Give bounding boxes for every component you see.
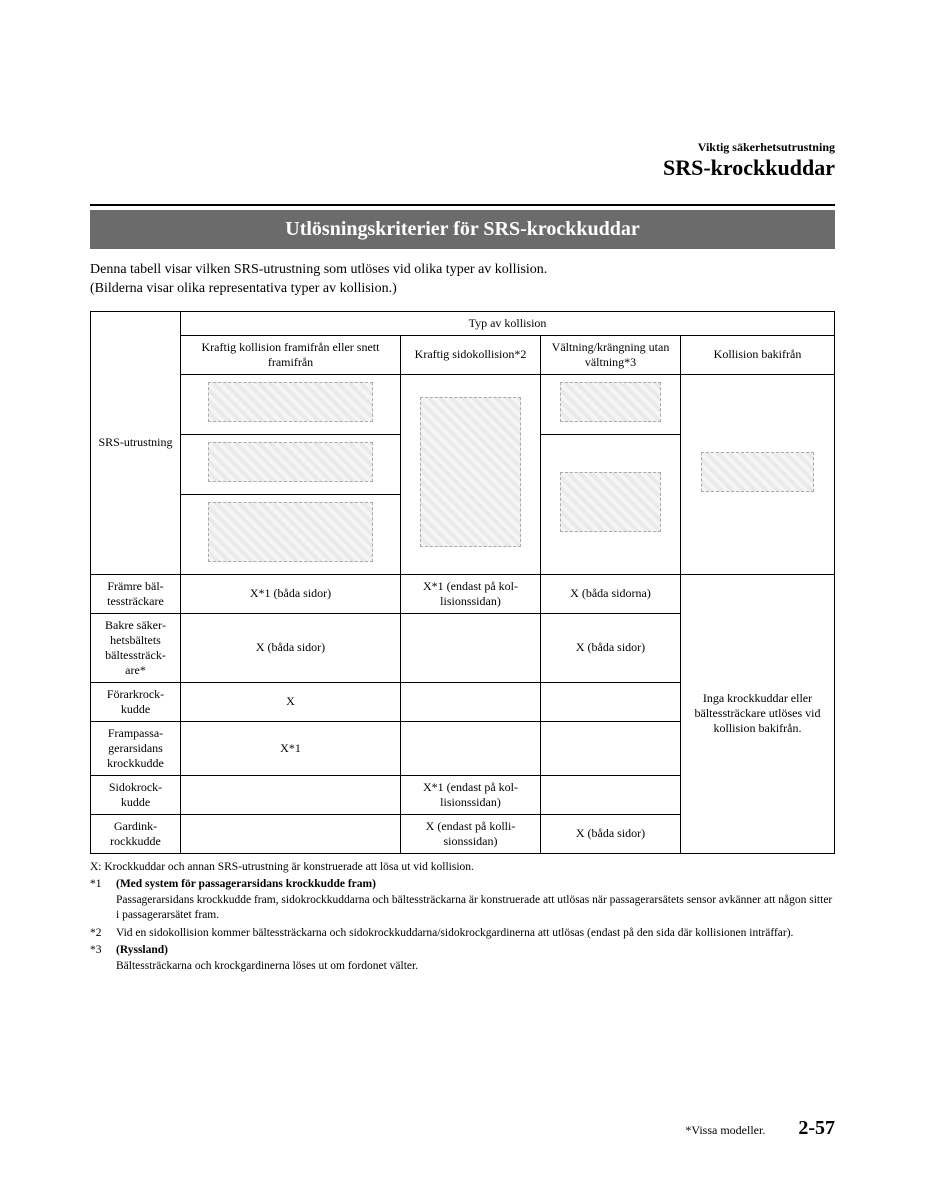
img-rear [681, 374, 835, 574]
page-number: 2-57 [798, 1117, 835, 1139]
collision-rear-icon [701, 452, 814, 492]
rear-note: Inga krockkuddar eller bältessträckare u… [681, 574, 835, 853]
deployment-table: SRS-utrust­ning Typ av kollision Kraftig… [90, 311, 835, 854]
row-2-c1: X [181, 682, 401, 721]
header-supertitle: Viktig säkerhetsutrustning [663, 140, 835, 155]
row-1-c3: X (båda sidor) [541, 613, 681, 682]
collision-rollover-icon [560, 382, 662, 422]
footnote-1-key: *1 [90, 877, 116, 924]
collision-tilt-icon [560, 472, 662, 532]
footnote-1-bold: (Med system för passagerarsidans krockku… [116, 878, 376, 890]
img-roll-2 [541, 434, 681, 574]
row-2-c2 [401, 682, 541, 721]
intro-line-1: Denna tabell visar vilken SRS-utrustning… [90, 262, 547, 277]
collision-front-underride-icon [208, 502, 374, 562]
footnote-3-key: *3 [90, 943, 116, 974]
img-front-1 [181, 374, 401, 434]
row-5-c2: X (endast på kolli­sionssidan) [401, 814, 541, 853]
intro-line-2: (Bilderna visar olika representativa typ… [90, 281, 397, 296]
row-1-c2 [401, 613, 541, 682]
footnote-2-key: *2 [90, 926, 116, 942]
row-0-c3: X (båda sidorna) [541, 574, 681, 613]
collision-side-icon [420, 397, 522, 547]
models-note: *Vissa modeller. [685, 1123, 765, 1137]
row-2-label: Förarkrock­kudde [91, 682, 181, 721]
row-3-c2 [401, 721, 541, 775]
row-4-c3 [541, 775, 681, 814]
collision-front-icon [208, 382, 374, 422]
header-divider [90, 204, 835, 206]
img-side [401, 374, 541, 574]
footnote-1-text: Passagerarsidans krockkudde fram, sidokr… [116, 894, 832, 922]
row-3-c3 [541, 721, 681, 775]
row-4-c1 [181, 775, 401, 814]
row-0-c1: X*1 (båda sidor) [181, 574, 401, 613]
row-3-label: Frampassa­gerarsidans krockkudde [91, 721, 181, 775]
footnote-2-text: Vid en sidokollision kommer bältessträck… [116, 926, 793, 942]
row-2-c3 [541, 682, 681, 721]
col-rear: Kollision bakifrån [681, 335, 835, 374]
row-5-c1 [181, 814, 401, 853]
footnote-3-text: Bältessträckarna och krockgardinerna lös… [116, 960, 418, 972]
row-4-c2: X*1 (endast på kol­lisionssidan) [401, 775, 541, 814]
footnote-x: X: Krockkuddar och annan SRS-utrustning … [90, 860, 835, 876]
header-title: SRS-krockkuddar [663, 155, 835, 181]
col-roll: Vältning/krängning utan vältning*3 [541, 335, 681, 374]
row-1-c1: X (båda sidor) [181, 613, 401, 682]
col-front: Kraftig kollision framifrån eller snett … [181, 335, 401, 374]
img-front-3 [181, 494, 401, 574]
section-title: Utlösningskriterier för SRS-krockkuddar [90, 210, 835, 249]
footnote-3-bold: (Ryssland) [116, 944, 168, 956]
row-3-c1: X*1 [181, 721, 401, 775]
row-1-label: Bakre säker­hetsbältets bältessträck­are… [91, 613, 181, 682]
col-side: Kraftig sidokolli­sion*2 [401, 335, 541, 374]
row-4-label: Sidokrock­kudde [91, 775, 181, 814]
footnotes: X: Krockkuddar och annan SRS-utrustning … [90, 860, 835, 975]
row-0-label: Främre bäl­tessträckare [91, 574, 181, 613]
img-front-2 [181, 434, 401, 494]
row-equipment-label: SRS-utrust­ning [91, 311, 181, 574]
row-0-c2: X*1 (endast på kol­lisionssidan) [401, 574, 541, 613]
row-5-label: Gardink­rockkudde [91, 814, 181, 853]
img-roll-1 [541, 374, 681, 434]
collision-front-angle-icon [208, 442, 374, 482]
row-5-c3: X (båda sidor) [541, 814, 681, 853]
col-header-top: Typ av kollision [181, 311, 835, 335]
